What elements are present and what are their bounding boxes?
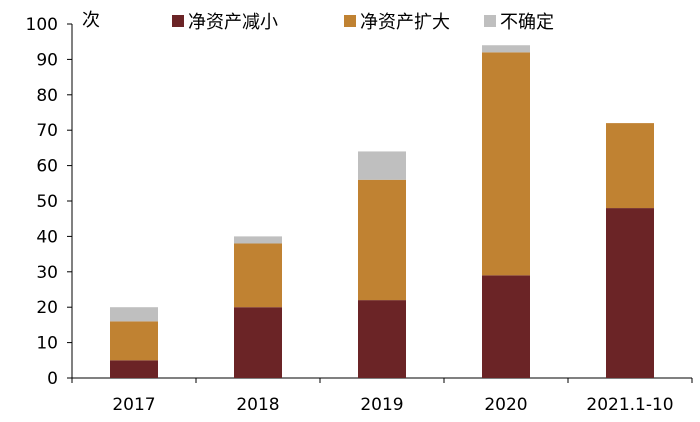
x-axis: 2017 2018 2019 2020 2021.1-10 (71, 377, 693, 415)
y-tick-label: 10 (36, 334, 58, 354)
bar-segment-1-2017 (110, 360, 158, 378)
legend-label: 不确定 (500, 12, 554, 33)
y-tick-label: 70 (36, 121, 58, 141)
bar-segment-2-2021.1-10 (606, 123, 654, 209)
y-tick-label: 0 (47, 369, 58, 389)
bar-segment-1-2021.1-10 (606, 208, 654, 378)
y-axis-unit-label: 次 (82, 10, 100, 31)
y-tick-label: 80 (36, 86, 58, 106)
bar-segment-3-2019 (358, 151, 406, 180)
bar-segment-3-2018 (234, 236, 282, 244)
x-tick-label: 2017 (112, 395, 155, 415)
x-tick-label: 2019 (360, 395, 403, 415)
x-tick-label: 2020 (484, 395, 527, 415)
bar-segment-2-2018 (234, 243, 282, 308)
bar-segment-1-2019 (358, 300, 406, 378)
legend: 净资产减小 净资产扩大 不确定 (172, 12, 554, 33)
y-tick-label: 30 (36, 263, 58, 283)
bar-segment-1-2018 (234, 307, 282, 378)
y-tick-label: 100 (26, 15, 58, 35)
bar-segment-3-2017 (110, 307, 158, 322)
bar-segment-2-2020 (482, 52, 530, 276)
y-tick-label: 40 (36, 227, 58, 247)
bar-segment-3-2020 (482, 45, 530, 53)
legend-swatch (172, 15, 184, 27)
legend-label: 净资产减小 (188, 12, 278, 33)
y-axis: 0 10 20 30 40 50 60 70 80 90 100 (26, 15, 73, 389)
y-tick-label: 90 (36, 50, 58, 70)
bar-segment-1-2020 (482, 275, 530, 378)
legend-label: 净资产扩大 (360, 12, 450, 33)
y-tick-label: 20 (36, 298, 58, 318)
y-tick-label: 50 (36, 192, 58, 212)
legend-swatch (344, 15, 356, 27)
bar-segment-2-2017 (110, 321, 158, 361)
legend-swatch (484, 15, 496, 27)
x-tick-label: 2018 (236, 395, 279, 415)
bars (110, 45, 654, 378)
bar-segment-2-2019 (358, 179, 406, 301)
x-tick-label: 2021.1-10 (586, 395, 673, 415)
y-tick-label: 60 (36, 157, 58, 177)
